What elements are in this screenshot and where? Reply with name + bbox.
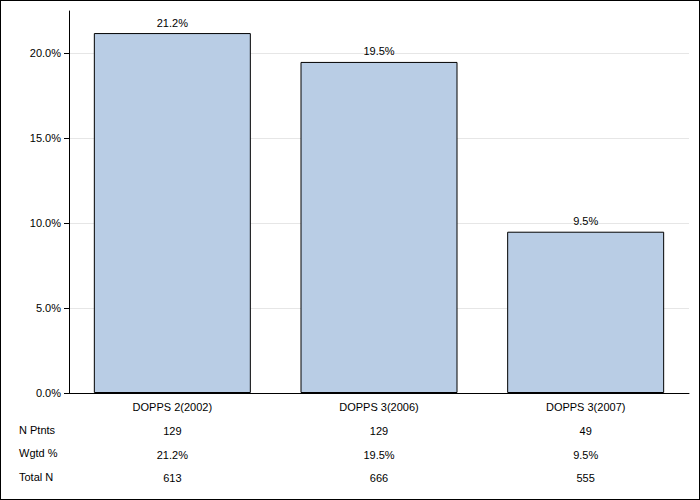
svg-text:DOPPS 3(2007): DOPPS 3(2007) bbox=[546, 401, 625, 413]
svg-text:666: 666 bbox=[370, 472, 388, 484]
svg-text:9.5%: 9.5% bbox=[573, 449, 598, 461]
svg-text:DOPPS 3(2006): DOPPS 3(2006) bbox=[339, 401, 418, 413]
svg-text:129: 129 bbox=[370, 425, 388, 437]
svg-text:N Ptnts: N Ptnts bbox=[19, 424, 56, 436]
svg-text:DOPPS 2(2002): DOPPS 2(2002) bbox=[133, 401, 212, 413]
svg-text:15.0%: 15.0% bbox=[30, 132, 61, 144]
svg-text:19.5%: 19.5% bbox=[363, 45, 394, 57]
svg-text:Total N: Total N bbox=[19, 471, 53, 483]
svg-text:49: 49 bbox=[580, 425, 592, 437]
svg-text:20.0%: 20.0% bbox=[30, 47, 61, 59]
svg-text:10.0%: 10.0% bbox=[30, 217, 61, 229]
svg-text:9.5%: 9.5% bbox=[573, 215, 598, 227]
svg-text:21.2%: 21.2% bbox=[157, 449, 188, 461]
svg-text:613: 613 bbox=[163, 472, 181, 484]
svg-text:21.2%: 21.2% bbox=[157, 17, 188, 29]
svg-text:5.0%: 5.0% bbox=[36, 302, 61, 314]
svg-text:0.0%: 0.0% bbox=[36, 387, 61, 399]
svg-text:19.5%: 19.5% bbox=[363, 449, 394, 461]
svg-text:555: 555 bbox=[576, 472, 594, 484]
svg-text:Wgtd %: Wgtd % bbox=[19, 447, 58, 459]
svg-text:129: 129 bbox=[163, 425, 181, 437]
